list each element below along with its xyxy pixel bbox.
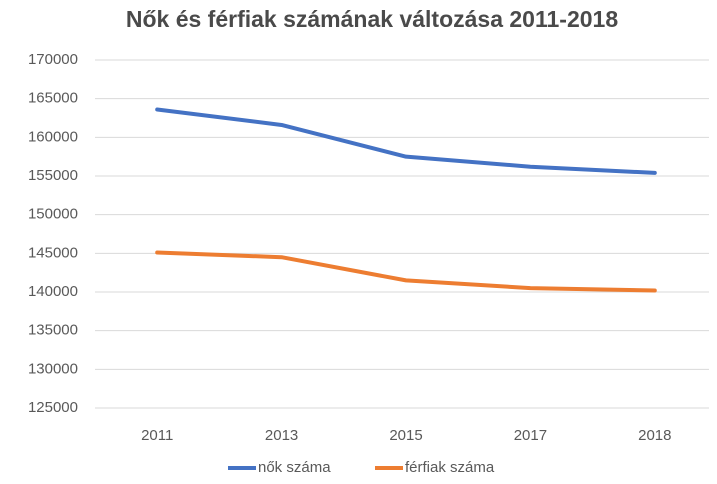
y-tick-label: 145000 — [28, 244, 78, 261]
legend-label: férfiak száma — [405, 459, 495, 476]
x-tick-label: 2013 — [265, 427, 298, 444]
y-tick-label: 155000 — [28, 167, 78, 184]
x-tick-label: 2011 — [141, 427, 173, 444]
y-tick-label: 160000 — [28, 128, 78, 145]
data-line — [155, 107, 657, 175]
y-tick-label: 135000 — [28, 322, 78, 339]
chart-title: Nők és férfiak számának változása 2011-2… — [126, 6, 618, 32]
y-tick-label: 140000 — [28, 283, 78, 300]
x-tick-label: 2018 — [638, 427, 671, 444]
x-tick-label: 2015 — [389, 427, 422, 444]
y-tick-label: 165000 — [28, 90, 78, 107]
legend-label: nők száma — [258, 459, 331, 476]
y-tick-label: 150000 — [28, 206, 78, 223]
x-tick-label: 2017 — [514, 427, 547, 444]
y-tick-label: 125000 — [28, 399, 78, 416]
data-line — [155, 250, 657, 293]
y-tick-label: 130000 — [28, 360, 78, 377]
y-tick-label: 170000 — [28, 51, 78, 68]
